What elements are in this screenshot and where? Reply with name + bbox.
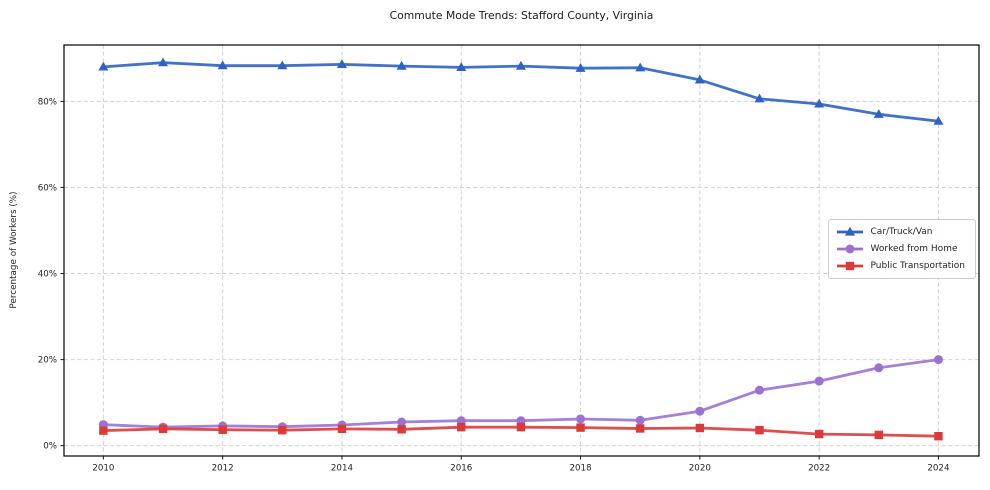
legend: Car/Truck/Van Worked from Home Public Tran… [827,219,976,279]
marker-public-transportation-2022 [814,429,824,439]
marker-worked-from-home-2019 [635,415,645,425]
legend-circle-marker-icon [836,244,863,254]
marker-worked-from-home-2020 [695,406,705,416]
legend-label: Worked from Home [870,244,958,254]
legend-label: Car/Truck/Van [870,227,933,237]
marker-public-transportation-2017 [516,422,526,432]
marker-car-truck-van-2022 [814,98,825,108]
marker-car-truck-van-2018 [575,63,586,72]
marker-car-truck-van-2019 [635,62,646,72]
marker-car-truck-van-2024 [933,115,944,125]
marker-car-truck-van-2021 [754,93,765,103]
marker-public-transportation-2024 [934,432,943,441]
x-tick-label-2018: 2018 [569,464,591,474]
series-line-car-truck-van [102,61,940,123]
marker-public-transportation-2016 [457,422,466,432]
marker-public-transportation-2015 [397,425,406,434]
marker-car-truck-van-2015 [396,60,407,70]
marker-car-truck-van-2020 [694,74,705,84]
marker-public-transportation-2018 [576,423,585,432]
x-tick-label-2012: 2012 [212,464,234,474]
legend-triangle-marker-icon [836,226,863,236]
marker-worked-from-home-2022 [814,376,824,386]
marker-public-transportation-2012 [218,425,227,434]
y-tick-label-80: 80% [38,97,57,107]
marker-car-truck-van-2017 [515,60,526,70]
x-tick-label-2020: 2020 [689,464,711,474]
legend-entry-worked-from-home: Worked from Home [836,243,965,255]
marker-worked-from-home-2018 [576,414,586,424]
chart-title: Commute Mode Trends: Stafford County, Vi… [389,9,654,22]
x-tick-label-2024: 2024 [927,464,950,474]
marker-worked-from-home-2015 [397,417,407,427]
marker-car-truck-van-2013 [277,60,288,70]
marker-car-truck-van-2010 [98,61,109,71]
legend-square-marker-icon [836,261,863,271]
x-tick-label-2022: 2022 [808,464,830,474]
marker-public-transportation-2020 [695,423,705,433]
marker-car-truck-van-2016 [456,62,467,71]
marker-car-truck-van-2012 [217,60,228,70]
marker-car-truck-van-2014 [336,59,347,68]
marker-worked-from-home-2017 [516,416,526,426]
legend-entry-public-transportation: Public Transportation [836,260,965,272]
plot-border [63,44,980,457]
legend-label: Public Transportation [870,261,965,271]
marker-public-transportation-2013 [278,425,287,435]
marker-public-transportation-2023 [874,430,883,440]
marker-car-truck-van-2011 [158,57,169,67]
marker-car-truck-van-2023 [873,109,884,118]
y-tick-label-40: 40% [38,270,57,280]
y-tick-label-20: 20% [38,356,57,366]
marker-public-transportation-2011 [158,424,168,434]
marker-public-transportation-2014 [337,424,347,434]
marker-worked-from-home-2023 [874,363,884,373]
y-tick-label-0: 0% [43,442,57,452]
marker-worked-from-home-2021 [754,385,764,395]
marker-public-transportation-2010 [99,426,108,435]
marker-public-transportation-2021 [755,425,764,435]
y-tick-label-60: 60% [38,183,57,193]
x-tick-label-2010: 2010 [92,464,114,474]
legend-entry-car-truck-van: Car/Truck/Van [836,226,965,238]
x-tick-label-2016: 2016 [450,464,472,474]
marker-worked-from-home-2024 [933,355,943,365]
marker-worked-from-home-2016 [456,416,466,426]
x-tick-label-2014: 2014 [331,464,354,474]
marker-public-transportation-2019 [635,424,645,433]
